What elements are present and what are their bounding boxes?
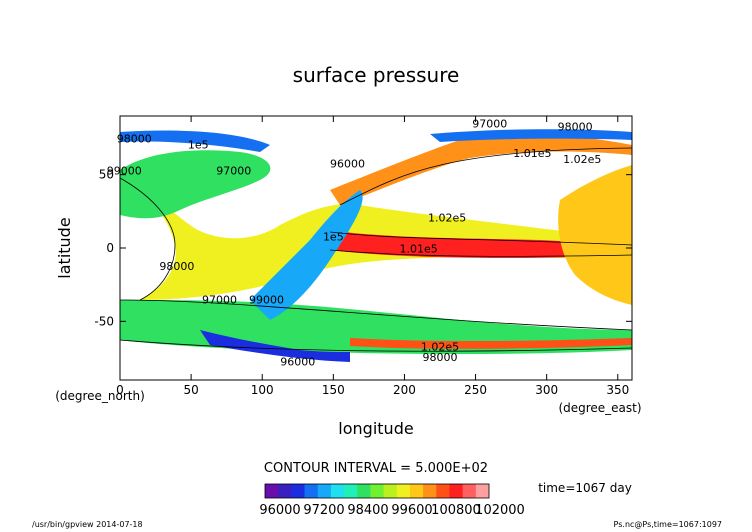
colorbar-swatch bbox=[370, 484, 384, 498]
colorbar-swatch bbox=[396, 484, 411, 498]
contour-label: 98000 bbox=[159, 260, 194, 273]
contour-label: 1.01e5 bbox=[513, 147, 551, 160]
colorbar-swatch bbox=[317, 484, 332, 498]
x-tick-label: 150 bbox=[322, 383, 345, 397]
colorbar-tick-label: 100800 bbox=[431, 503, 481, 518]
colorbar-swatch bbox=[291, 484, 305, 498]
x-tick-label: 200 bbox=[393, 383, 416, 397]
x-axis-label: longitude bbox=[338, 419, 413, 438]
footer-right: Ps.nc@Ps,time=1067:1097 bbox=[614, 520, 722, 529]
x-tick-label: 100 bbox=[251, 383, 274, 397]
y-tick-label: 0 bbox=[106, 241, 114, 255]
colorbar-swatch bbox=[475, 484, 490, 498]
contour-line bbox=[120, 177, 176, 301]
contour-label: 1.02e5 bbox=[428, 212, 466, 225]
contour-label: 99000 bbox=[249, 294, 284, 307]
contour-line bbox=[120, 339, 632, 352]
colorbar-swatch bbox=[423, 484, 437, 498]
contour-lines bbox=[120, 147, 632, 352]
contour-label: 97000 bbox=[472, 118, 507, 131]
contour-label: 98000 bbox=[423, 351, 458, 364]
x-tick-label: 300 bbox=[535, 383, 558, 397]
field-north-green bbox=[120, 150, 271, 219]
colorbar-frame bbox=[264, 483, 490, 499]
colorbar-swatch bbox=[330, 484, 345, 498]
colorbar-swatch bbox=[383, 484, 398, 498]
contour-label: 96000 bbox=[330, 157, 365, 170]
colorbar-swatch bbox=[304, 484, 319, 498]
contour-line bbox=[120, 299, 632, 331]
contour-line bbox=[339, 147, 632, 206]
colorbar-tick-label: 99600 bbox=[391, 503, 432, 518]
x-tick-label: 250 bbox=[464, 383, 487, 397]
contour-label: 98000 bbox=[558, 121, 593, 134]
y-axis: -50 0 50 bbox=[94, 168, 632, 328]
x-tick-label: 350 bbox=[606, 383, 629, 397]
contour-line bbox=[329, 249, 632, 257]
contour-line bbox=[329, 231, 632, 246]
x-tick-label: 50 bbox=[183, 383, 198, 397]
colorbar-tick-label: 96000 bbox=[259, 503, 300, 518]
contour-interval-text: CONTOUR INTERVAL = 5.000E+02 bbox=[264, 461, 488, 476]
colorbar-swatch bbox=[436, 484, 450, 498]
colorbar bbox=[264, 483, 490, 499]
chart-title: surface pressure bbox=[293, 63, 460, 87]
contour-label: 1.01e5 bbox=[400, 242, 438, 255]
contour-label: 96000 bbox=[280, 355, 315, 368]
y-tick-label: -50 bbox=[94, 314, 114, 328]
colorbar-swatch bbox=[265, 484, 279, 498]
colorbar-tick-label: 98400 bbox=[347, 503, 388, 518]
field-south-polar bbox=[200, 330, 350, 362]
colorbar-swatch bbox=[344, 484, 358, 498]
field-north-polar bbox=[120, 129, 632, 152]
x-axis: 0 50 100 150 200 250 300 350 bbox=[116, 116, 629, 397]
contour-label: 99000 bbox=[107, 165, 142, 178]
footer-left: /usr/bin/gpview 2014-07-18 bbox=[32, 520, 143, 529]
colorbar-tick-label: 97200 bbox=[303, 503, 344, 518]
time-label: time=1067 day bbox=[538, 481, 632, 495]
x-tick-label: 0 bbox=[116, 383, 124, 397]
field-east-orange bbox=[558, 165, 632, 305]
colorbar-swatch bbox=[278, 484, 292, 498]
contour-label: 98000 bbox=[117, 132, 152, 145]
contour-labels: 98000 1e5 97000 99000 98000 97000 99000 1e5 9600… bbox=[107, 118, 602, 369]
field-south-band-outer bbox=[120, 300, 632, 355]
x-unit-label: (degree_east) bbox=[558, 401, 641, 415]
colorbar-tick-label: 102000 bbox=[475, 503, 525, 518]
contour-label: 97000 bbox=[202, 294, 237, 307]
contour-label: 1e5 bbox=[188, 138, 209, 151]
contour-label: 1.02e5 bbox=[563, 153, 601, 166]
field-south-band-inner bbox=[350, 338, 632, 349]
contour-label: 1.02e5 bbox=[421, 341, 459, 354]
contour-label: 1e5 bbox=[323, 231, 344, 244]
pressure-field bbox=[120, 116, 632, 380]
y-tick-label: 50 bbox=[99, 168, 114, 182]
field-blue-tongue bbox=[250, 190, 363, 320]
contour-label: 97000 bbox=[216, 165, 251, 178]
y-axis-label: latitude bbox=[55, 217, 74, 278]
field-north-band bbox=[330, 134, 632, 205]
colorbar-swatch bbox=[409, 484, 424, 498]
colorbar-swatch bbox=[462, 484, 477, 498]
colorbar-swatch bbox=[449, 484, 464, 498]
colorbar-swatch bbox=[357, 484, 371, 498]
y-unit-label: (degree_north) bbox=[55, 389, 145, 403]
